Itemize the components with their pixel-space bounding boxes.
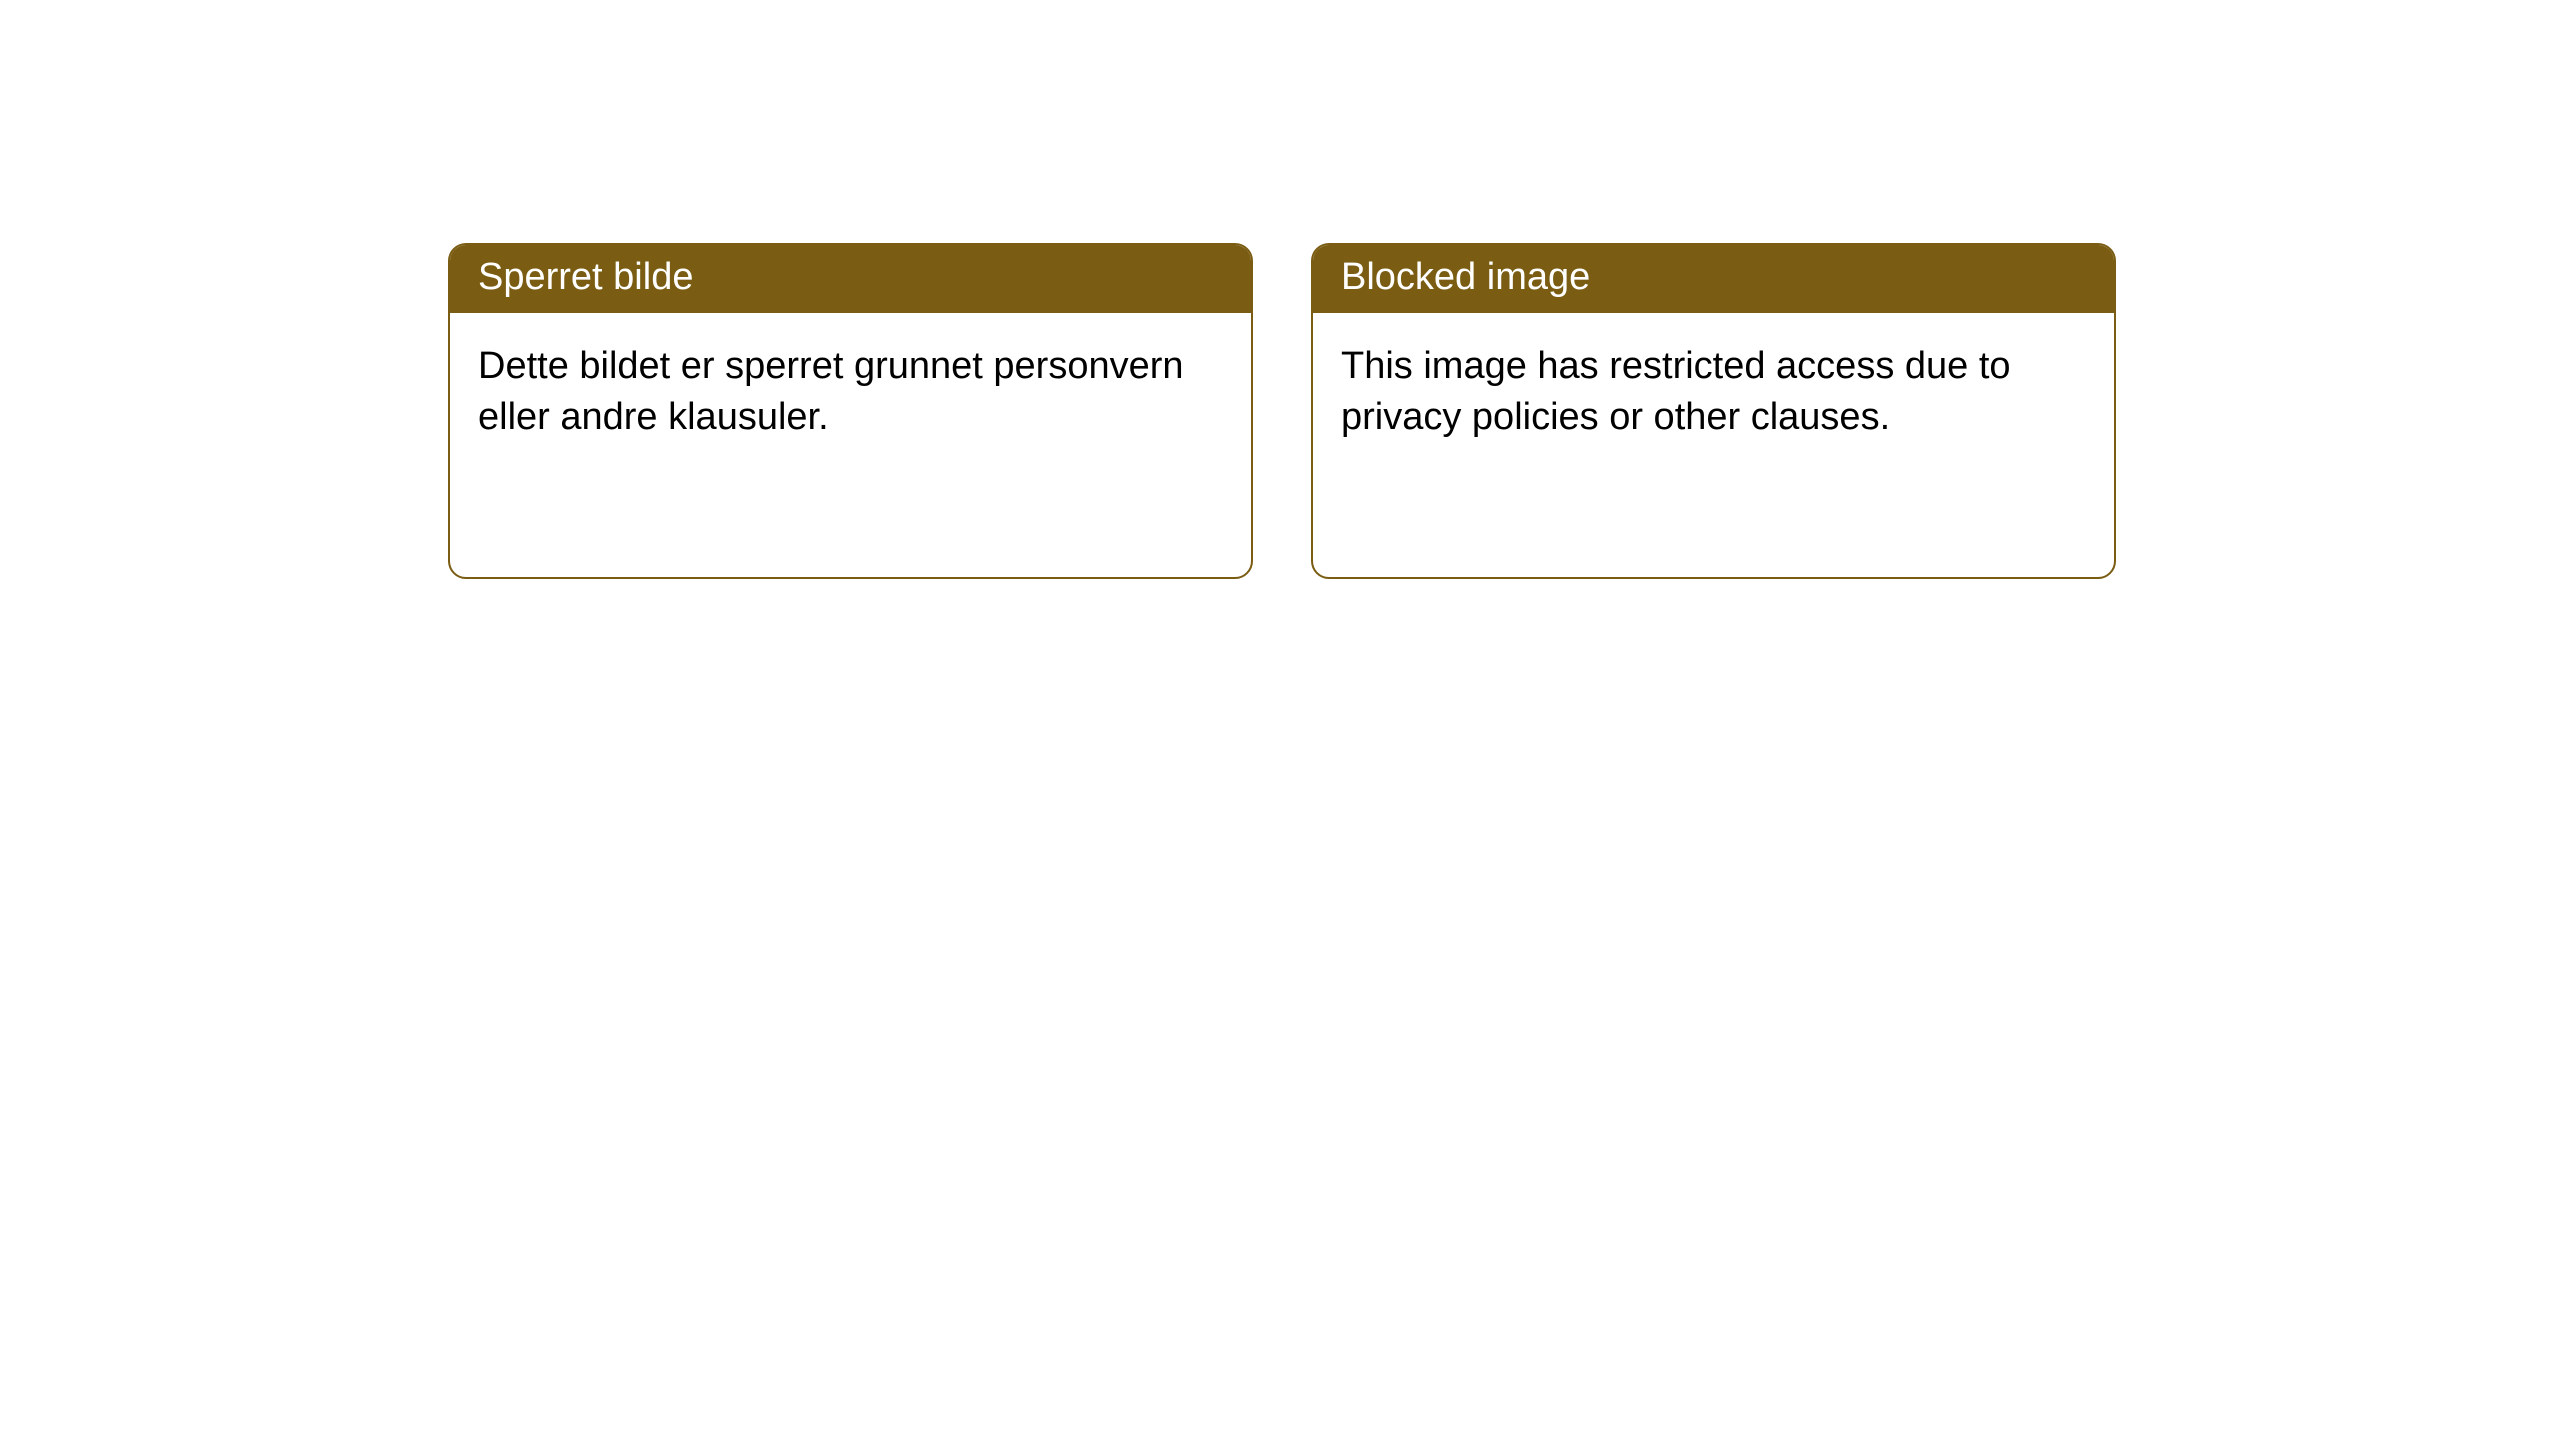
card-body-norwegian: Dette bildet er sperret grunnet personve… (450, 313, 1251, 472)
card-message: This image has restricted access due to … (1341, 345, 2011, 438)
card-header-english: Blocked image (1313, 245, 2114, 313)
card-header-norwegian: Sperret bilde (450, 245, 1251, 313)
card-body-english: This image has restricted access due to … (1313, 313, 2114, 472)
card-message: Dette bildet er sperret grunnet personve… (478, 345, 1184, 438)
blocked-image-card-norwegian: Sperret bilde Dette bildet er sperret gr… (448, 243, 1253, 579)
blocked-image-notices: Sperret bilde Dette bildet er sperret gr… (448, 243, 2116, 579)
card-title: Sperret bilde (478, 256, 693, 298)
card-title: Blocked image (1341, 256, 1590, 298)
blocked-image-card-english: Blocked image This image has restricted … (1311, 243, 2116, 579)
